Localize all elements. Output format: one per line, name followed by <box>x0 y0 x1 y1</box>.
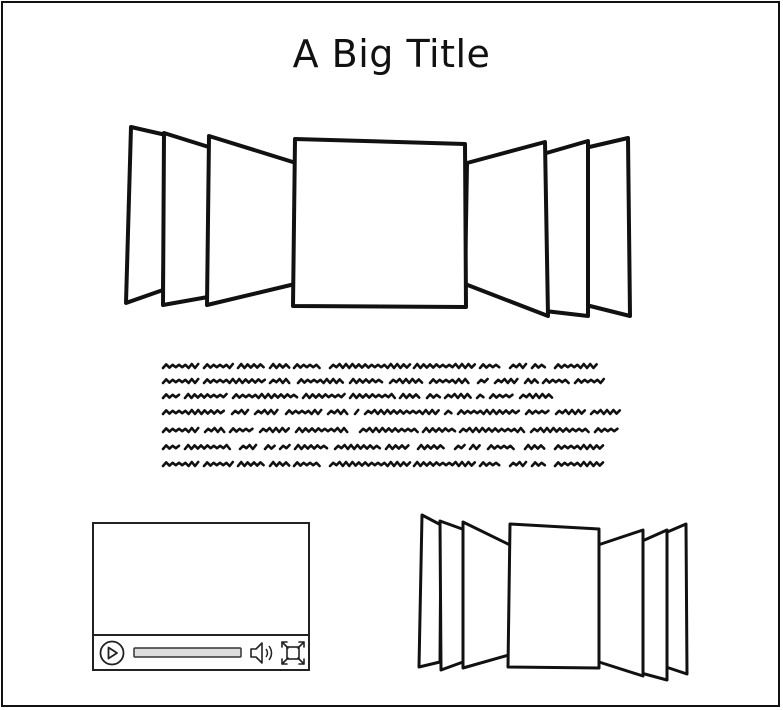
placeholder-text-word <box>294 426 349 434</box>
placeholder-text-word <box>231 392 299 400</box>
placeholder-text-word <box>412 460 477 468</box>
placeholder-text-word <box>268 460 291 468</box>
placeholder-text-word <box>553 443 605 451</box>
carousel-small-card-center <box>506 522 601 670</box>
video-controls <box>94 634 308 669</box>
placeholder-text-word <box>508 362 528 370</box>
placeholder-text-word <box>478 461 501 468</box>
placeholder-text-word <box>553 460 605 468</box>
placeholder-text-word <box>589 408 622 416</box>
placeholder-text-word <box>230 408 250 416</box>
placeholder-text-word <box>161 444 181 451</box>
placeholder-text-word <box>228 427 254 434</box>
placeholder-text-word <box>333 443 382 451</box>
placeholder-text-word <box>478 363 501 370</box>
placeholder-text-word <box>183 443 232 451</box>
placeholder-text-word <box>476 377 489 385</box>
placeholder-text-word <box>301 392 346 400</box>
placeholder-text-word <box>425 393 442 400</box>
placeholder-text-word <box>529 426 590 434</box>
placeholder-text-word <box>428 377 470 385</box>
placeholder-text-word <box>238 443 258 451</box>
video-player[interactable] <box>92 522 310 671</box>
placeholder-text-word <box>292 461 321 468</box>
placeholder-text-word <box>456 408 521 416</box>
placeholder-text-word <box>363 408 440 416</box>
placeholder-text-word <box>161 460 200 468</box>
placeholder-text-word <box>416 443 445 451</box>
placeholder-text-word <box>458 426 526 434</box>
placeholder-text-word <box>292 363 321 370</box>
placeholder-text-word <box>493 377 519 385</box>
page-title: A Big Title <box>292 32 491 76</box>
placeholder-text-word <box>398 392 421 400</box>
placeholder-text-word <box>293 443 329 451</box>
placeholder-text-word <box>202 362 235 370</box>
placeholder-text-word <box>530 461 547 468</box>
placeholder-text-word <box>202 460 235 468</box>
placeholder-text-word <box>475 393 485 400</box>
volume-icon[interactable] <box>248 640 278 666</box>
placeholder-text-word <box>258 426 291 434</box>
placeholder-text-word <box>453 443 466 451</box>
placeholder-text-word <box>328 362 412 370</box>
placeholder-text-word <box>412 362 477 370</box>
placeholder-text-word <box>468 443 481 451</box>
placeholder-text-word <box>278 443 291 451</box>
placeholder-text-word <box>263 444 276 451</box>
placeholder-text-word <box>486 444 515 451</box>
placeholder-text-word <box>443 409 453 416</box>
placeholder-text-word <box>443 392 472 400</box>
placeholder-text-word <box>161 377 200 385</box>
placeholder-text-word <box>523 443 546 451</box>
placeholder-text-word <box>553 362 598 370</box>
placeholder-text-word <box>253 408 279 416</box>
placeholder-text-word <box>348 392 397 400</box>
placeholder-text-word <box>326 408 349 416</box>
placeholder-text-word <box>161 408 226 416</box>
carousel-small-card-left-2 <box>438 519 467 672</box>
placeholder-text-word <box>530 363 547 370</box>
placeholder-text-word <box>388 377 424 385</box>
placeholder-text-word <box>541 378 570 385</box>
placeholder-text-word <box>593 427 619 434</box>
placeholder-text-word <box>202 377 267 385</box>
placeholder-text-word <box>296 377 345 385</box>
carousel-small-card-left-1 <box>461 520 512 670</box>
placeholder-text-word <box>161 393 181 400</box>
carousel-small-card-left-3 <box>417 513 443 669</box>
placeholder-text-word <box>268 362 291 370</box>
placeholder-text-word <box>554 408 587 416</box>
placeholder-text-word <box>523 377 540 385</box>
placeholder-text-word <box>353 408 360 416</box>
carousel-card-center <box>291 137 468 309</box>
carousel-small-card-right-1 <box>596 528 645 678</box>
placeholder-text-word <box>203 426 226 434</box>
placeholder-text-word <box>161 426 200 434</box>
placeholder-text-word <box>358 426 419 434</box>
placeholder-text-word <box>236 460 265 468</box>
placeholder-text-word <box>508 460 528 468</box>
placeholder-text-word <box>328 460 412 468</box>
placeholder-text-word <box>161 362 200 370</box>
fullscreen-icon[interactable] <box>280 640 306 666</box>
placeholder-text-word <box>518 392 554 400</box>
placeholder-text-word <box>183 392 228 400</box>
placeholder-text-word <box>236 362 265 370</box>
placeholder-text-word <box>421 426 457 434</box>
placeholder-text-word <box>268 377 291 385</box>
placeholder-text-word <box>284 408 323 416</box>
progress-bar[interactable] <box>132 643 244 661</box>
placeholder-text-word <box>348 377 384 385</box>
play-icon[interactable] <box>98 639 126 667</box>
placeholder-text-word <box>524 409 550 416</box>
placeholder-text-word <box>573 377 606 385</box>
placeholder-text-word <box>384 443 410 451</box>
placeholder-text-word <box>488 393 514 400</box>
